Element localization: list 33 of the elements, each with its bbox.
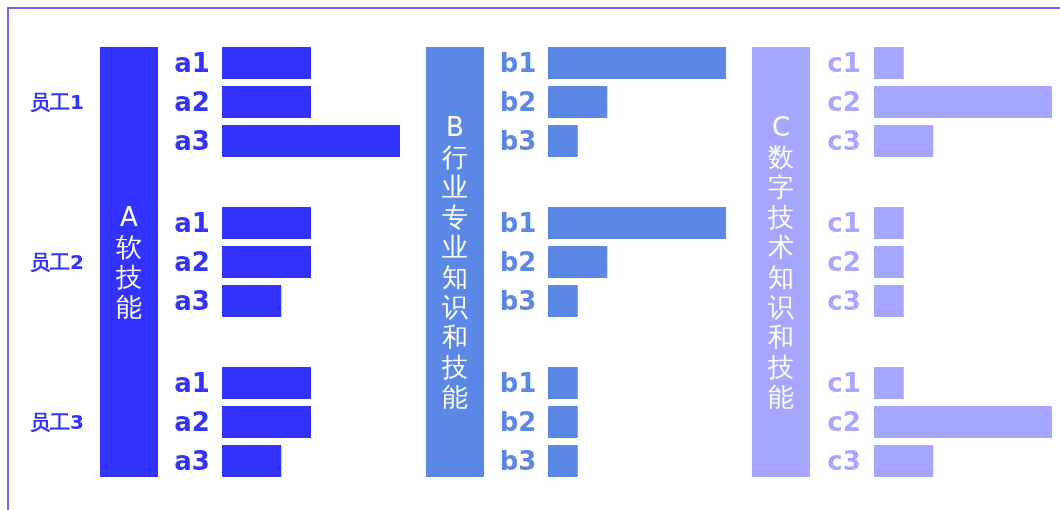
y-tick-label: a2 [174, 87, 210, 117]
y-tick-label: c2 [827, 87, 861, 117]
y-tick-label: c3 [827, 286, 861, 316]
text: 员工1 [30, 90, 84, 114]
y-tick-label: a3 [174, 126, 210, 156]
y-tick-label: a3 [174, 286, 210, 316]
y-tick-label: a1 [174, 208, 210, 238]
text: 员工2 [30, 250, 84, 274]
y-tick-label: c1 [827, 208, 861, 238]
y-tick-label: a1 [174, 368, 210, 398]
y-tick-label: b1 [499, 368, 537, 398]
y-tick-label: a1 [174, 48, 210, 78]
y-tick-label: c2 [827, 407, 861, 437]
y-tick-label: a3 [174, 446, 210, 476]
y-tick-label: b2 [499, 407, 537, 437]
y-tick-label: c1 [827, 368, 861, 398]
y-tick-label: c3 [827, 446, 861, 476]
text: A 软技能 [115, 202, 142, 322]
y-tick-label: a2 [174, 407, 210, 437]
chart-title: C 数字技术知识和技能 [768, 112, 794, 412]
y-tick-label: b3 [499, 286, 537, 316]
y-tick-label: b1 [499, 48, 537, 78]
y-tick-label: b3 [499, 446, 537, 476]
chart-title: B 行业专业知识和技能 [442, 112, 468, 412]
y-tick-label: c3 [827, 126, 861, 156]
y-tick-label: c2 [827, 247, 861, 277]
y-tick-label: b2 [499, 247, 537, 277]
y-tick-label: c1 [827, 48, 861, 78]
y-tick-label: a2 [174, 247, 210, 277]
text: 员工3 [30, 410, 84, 434]
y-tick-label: b2 [499, 87, 537, 117]
y-tick-label: b1 [499, 208, 537, 238]
y-tick-label: b3 [499, 126, 537, 156]
